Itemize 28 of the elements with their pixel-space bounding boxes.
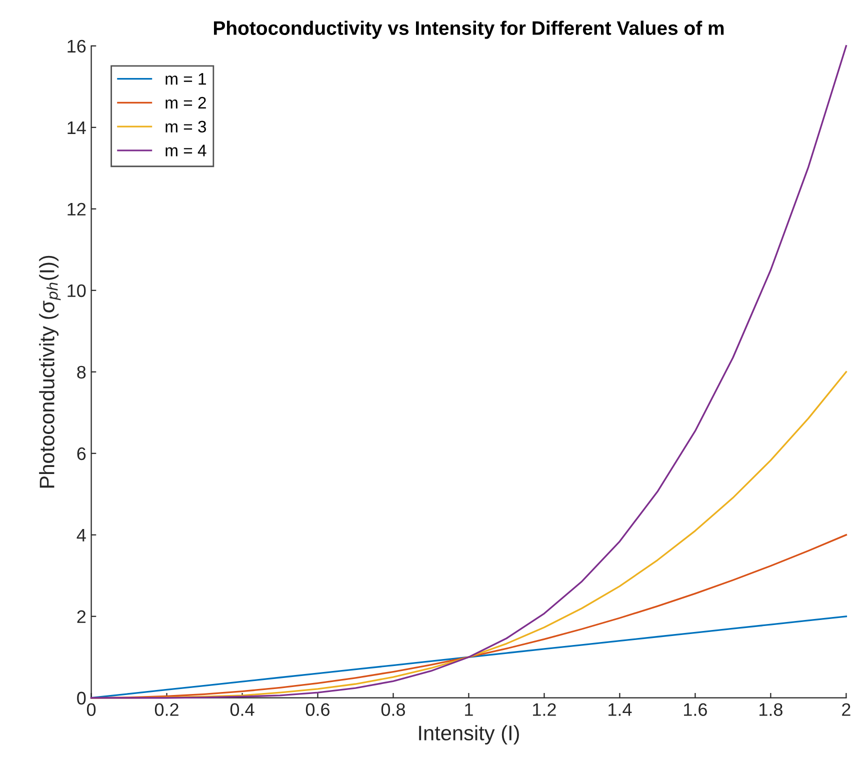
x-tick-label: 1 (465, 703, 473, 716)
y-tick-label: 6 (77, 447, 86, 460)
line-series (90, 45, 848, 699)
y-tick-label: 4 (76, 528, 86, 542)
x-tick-label: 0.4 (230, 703, 254, 716)
y-tick-label: 0 (77, 692, 86, 705)
x-tick-label: 1.6 (684, 703, 707, 716)
x-tick-label: 2 (842, 703, 850, 716)
x-tick-label: 0.2 (154, 703, 178, 716)
y-tick-label: 2 (77, 610, 86, 623)
legend-label: m = 1 (166, 73, 206, 85)
y-tick-label: 14 (68, 122, 86, 134)
x-tick-label: 0 (86, 703, 96, 716)
y-tick-label: 10 (68, 284, 86, 298)
x-tick-label: 1.8 (760, 703, 782, 716)
x-axis-title: Intensity (I) (419, 725, 519, 745)
chart-title: Photoconductivity vs Intensity for Different Values of m (214, 20, 724, 39)
x-tick-label: 0.8 (381, 703, 405, 716)
x-tick-label: 1.2 (533, 703, 556, 716)
y-tick-label: 12 (68, 202, 86, 216)
x-tick-label: 0.6 (306, 703, 330, 716)
x-tick-label: 1.4 (608, 703, 632, 716)
legend-label: m = 2 (166, 96, 206, 109)
y-tick-label: 16 (68, 40, 86, 53)
legend-label: m = 4 (166, 144, 206, 156)
y-axis-title: Photoconductivity (σ$_{ph}$(I)) (39, 256, 61, 488)
y-tick-label: 8 (77, 366, 86, 379)
legend-label: m = 3 (166, 120, 206, 133)
